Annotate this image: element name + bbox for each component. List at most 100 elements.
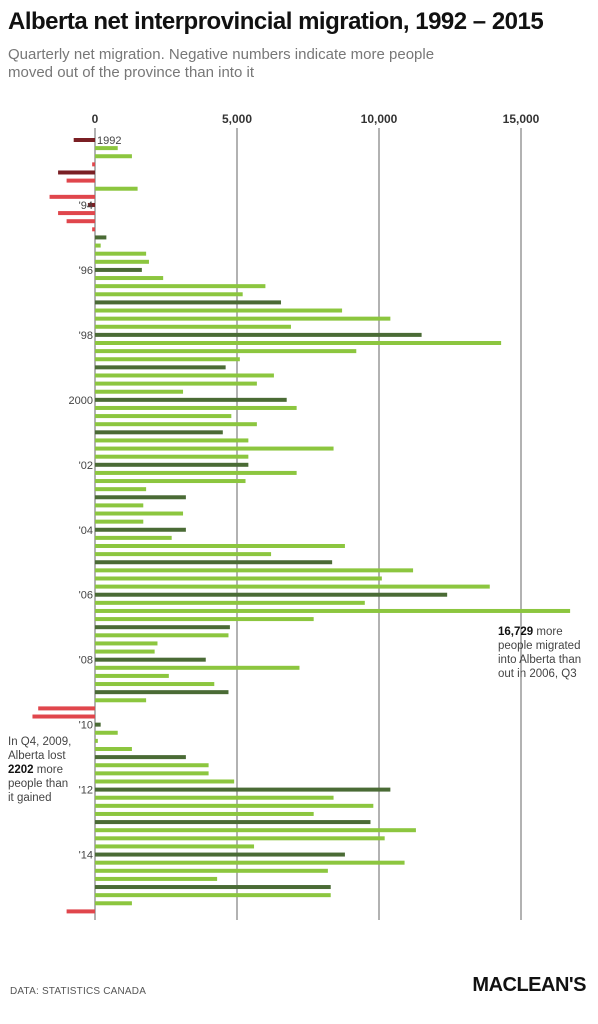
chart-subtitle: Quarterly net migration. Negative number… xyxy=(8,46,435,81)
bar-2015-q3 xyxy=(95,901,132,906)
grid-layer xyxy=(94,128,522,920)
bar-2009-q3 xyxy=(38,706,95,711)
bar-1993-q3 xyxy=(95,186,138,191)
bar-1999-q2 xyxy=(95,373,274,378)
bar-2009-q1 xyxy=(95,690,229,695)
bar-2008-q4 xyxy=(95,682,215,687)
bar-2013-q2 xyxy=(95,828,416,833)
bar-1997-q2 xyxy=(95,308,343,313)
bar-1998-q1 xyxy=(95,332,422,337)
bar-2003-q2 xyxy=(95,503,144,508)
bar-2007-q4 xyxy=(95,649,155,654)
bar-2002-q3 xyxy=(95,479,246,484)
bar-2012-q1 xyxy=(95,787,391,792)
bar-2001-q1 xyxy=(95,430,223,435)
bar-2005-q2 xyxy=(95,568,414,573)
bar-1995-q1 xyxy=(95,235,107,240)
bar-2010-q4 xyxy=(95,747,132,751)
year-label-14: '14 xyxy=(79,850,93,862)
year-label-10: '10 xyxy=(79,720,93,732)
x-tick-label-5000: 5,000 xyxy=(222,112,252,126)
annotation-2006-q3-text: more people migrated into Alberta than o… xyxy=(498,626,582,680)
bar-2015-q4 xyxy=(66,909,95,914)
bars-layer xyxy=(32,138,571,914)
bar-2012-q3 xyxy=(95,803,374,808)
year-label-2000: 2000 xyxy=(69,395,93,407)
bar-1997-q1 xyxy=(95,300,282,305)
bar-2006-q3 xyxy=(95,608,571,613)
bar-1994-q3 xyxy=(66,219,95,224)
bar-2005-q3 xyxy=(95,576,382,581)
bar-1992-q3 xyxy=(95,154,132,159)
bar-2015-q2 xyxy=(95,893,331,898)
bar-2008-q2 xyxy=(95,665,300,670)
bar-1994-q4 xyxy=(92,227,95,232)
annotation-2009-q4-lead: In Q4, 2009, Alberta lost xyxy=(8,736,72,762)
bar-2004-q3 xyxy=(95,544,345,548)
bar-1995-q2 xyxy=(95,243,101,248)
year-label-02: '02 xyxy=(79,460,93,472)
bar-1992-q2 xyxy=(95,146,118,151)
bar-2007-q1 xyxy=(95,625,230,630)
bar-2014-q3 xyxy=(95,868,328,873)
bar-2000-q3 xyxy=(95,414,232,419)
bar-2014-q4 xyxy=(95,876,218,881)
bar-2004-q1 xyxy=(95,527,186,532)
year-label-98: '98 xyxy=(79,330,93,342)
macleans-logo: MACLEAN'S xyxy=(472,974,586,996)
year-label-94: '94 xyxy=(79,200,93,212)
bar-2009-q2 xyxy=(95,698,147,703)
bar-2007-q2 xyxy=(95,633,229,638)
bar-2011-q1 xyxy=(95,755,186,760)
bar-2007-q3 xyxy=(95,641,158,646)
bar-2002-q4 xyxy=(95,487,147,492)
bar-2014-q1 xyxy=(95,852,345,857)
bar-2000-q2 xyxy=(95,405,297,410)
bar-2011-q4 xyxy=(95,779,235,784)
bar-1999-q1 xyxy=(95,365,226,370)
bar-1993-q4 xyxy=(49,194,95,199)
bar-1999-q4 xyxy=(95,389,184,394)
bar-1994-q2 xyxy=(58,211,95,216)
bar-1992-q4 xyxy=(92,162,95,167)
bar-2000-q1 xyxy=(95,397,287,402)
bar-1993-q1 xyxy=(58,170,95,175)
bar-2006-q4 xyxy=(95,617,314,622)
bar-2012-q4 xyxy=(95,811,314,816)
bar-2003-q4 xyxy=(95,519,144,524)
bar-2015-q1 xyxy=(95,885,331,890)
x-tick-labels: 0 5,000 10,000 15,000 xyxy=(92,112,540,126)
bar-2003-q1 xyxy=(95,495,186,500)
bar-1998-q4 xyxy=(95,357,240,362)
bar-2006-q2 xyxy=(95,600,365,605)
annotation-2009-q4-value: 2202 xyxy=(8,764,34,776)
bar-1995-q3 xyxy=(95,251,147,256)
bar-2005-q1 xyxy=(95,560,333,565)
bar-1997-q4 xyxy=(95,324,291,329)
bar-1996-q3 xyxy=(95,284,266,289)
bar-1992-q1 xyxy=(73,138,95,142)
bar-2001-q3 xyxy=(95,446,334,451)
year-label-08: '08 xyxy=(79,655,93,667)
year-label-12: '12 xyxy=(79,785,93,797)
year-label-04: '04 xyxy=(79,525,93,537)
annotation-2006-q3-value: 16,729 xyxy=(498,626,534,638)
bar-2002-q1 xyxy=(95,462,249,467)
bar-2000-q4 xyxy=(95,422,257,427)
bar-1999-q3 xyxy=(95,381,257,386)
bar-1998-q2 xyxy=(95,341,502,345)
bar-2014-q2 xyxy=(95,860,405,865)
year-label-96: '96 xyxy=(79,265,93,277)
bar-2013-q3 xyxy=(95,836,385,841)
bar-2013-q1 xyxy=(95,820,371,825)
annotation-2009-q4-text: more people than it gained xyxy=(8,764,69,804)
bar-2003-q3 xyxy=(95,511,184,516)
bar-2010-q2 xyxy=(95,730,118,735)
bar-2004-q2 xyxy=(95,535,172,540)
bar-2002-q2 xyxy=(95,470,297,475)
bar-2011-q2 xyxy=(95,763,209,768)
bar-1996-q1 xyxy=(95,267,142,272)
bar-2008-q3 xyxy=(95,673,169,678)
year-label-1992: 1992 xyxy=(97,135,121,147)
